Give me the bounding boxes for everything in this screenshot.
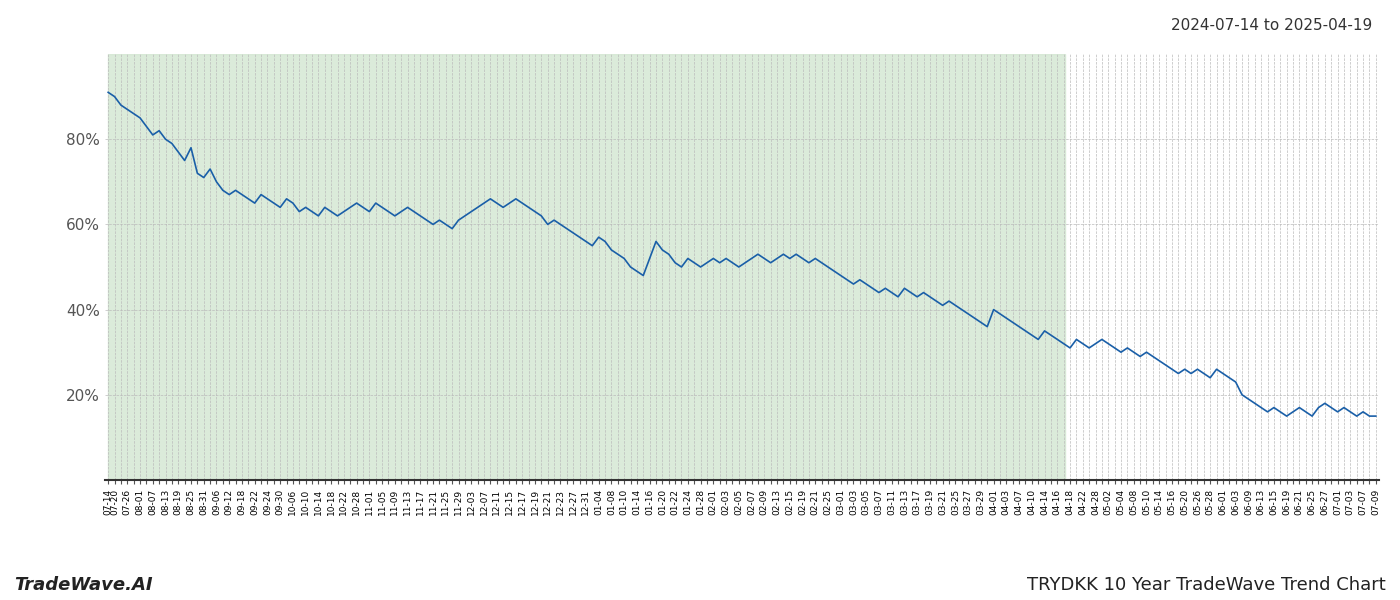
Text: TRYDKK 10 Year TradeWave Trend Chart: TRYDKK 10 Year TradeWave Trend Chart <box>1028 576 1386 594</box>
Text: 2024-07-14 to 2025-04-19: 2024-07-14 to 2025-04-19 <box>1170 18 1372 33</box>
Text: TradeWave.AI: TradeWave.AI <box>14 576 153 594</box>
Bar <box>108 54 1065 480</box>
